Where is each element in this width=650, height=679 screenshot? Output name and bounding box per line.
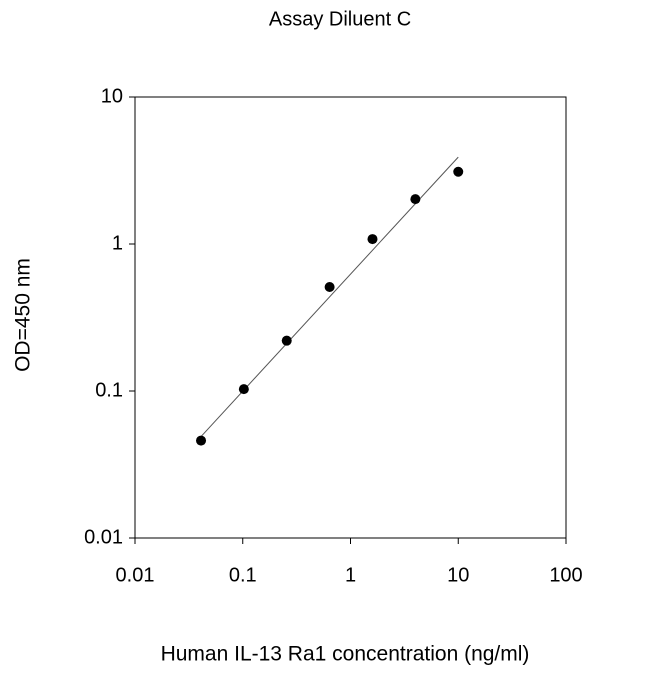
data-point [367, 234, 378, 245]
data-point [281, 335, 292, 346]
data-point [324, 281, 335, 292]
y-tick-label: 0.1 [95, 379, 123, 401]
chart-title: Assay Diluent C [269, 8, 411, 30]
x-tick-label: 1 [345, 564, 356, 586]
plot-frame [134, 96, 567, 539]
data-point [453, 166, 464, 177]
data-point [196, 435, 207, 446]
y-axis-label: OD=450 nm [12, 258, 35, 372]
y-tick-label: 10 [101, 85, 123, 107]
y-tick-label: 0.01 [84, 526, 123, 548]
data-point [238, 384, 249, 395]
x-tick-label: 0.01 [116, 564, 155, 586]
y-tick-label: 1 [112, 232, 123, 254]
x-tick-label: 10 [447, 564, 469, 586]
x-tick-label: 0.1 [229, 564, 257, 586]
data-point [410, 194, 421, 205]
x-axis-label: Human IL-13 Ra1 concentration (ng/ml) [161, 643, 530, 666]
x-tick-label: 100 [549, 564, 582, 586]
